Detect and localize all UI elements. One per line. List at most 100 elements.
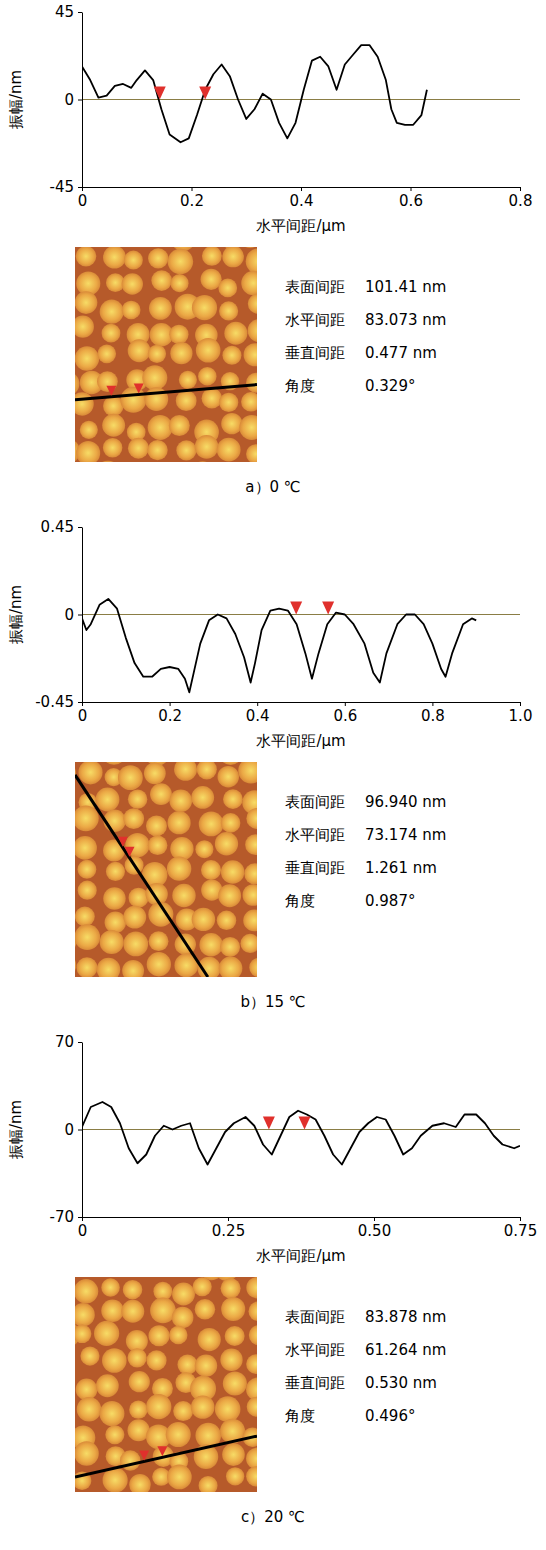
afm-grain (105, 1425, 124, 1444)
y-axis-title: 振幅/nm (7, 70, 25, 129)
y-tick-label: 0 (64, 606, 74, 624)
afm-grain (129, 888, 149, 908)
afm-grain (128, 339, 151, 362)
afm-grain (193, 461, 213, 462)
figure-svg: 00.20.40.60.8-45045振幅/nm水平间距/μm表面间距101.4… (0, 0, 546, 1550)
x-tick: 1.0 (509, 702, 533, 725)
y-axis-line (82, 1043, 83, 1218)
afm-grain (146, 815, 167, 836)
cursor-marker (263, 1117, 275, 1130)
x-tick-label: 0.6 (333, 707, 357, 725)
afm-grain (150, 1298, 176, 1324)
measurement-value: 0.496° (365, 1407, 415, 1425)
afm-grain (102, 762, 126, 765)
afm-grain (100, 930, 124, 954)
afm-grain (249, 958, 257, 977)
x-tick: 0.8 (509, 187, 533, 210)
afm-grain (248, 294, 257, 314)
afm-grain (167, 811, 190, 834)
afm-grain (129, 1371, 150, 1392)
x-tick: 0.6 (333, 702, 357, 725)
afm-grain (172, 1307, 194, 1329)
measurement-label: 垂直间距 (285, 859, 345, 877)
measurement-label: 表面间距 (285, 1308, 345, 1326)
afm-grain (247, 1397, 257, 1417)
x-tick: 0 (78, 1217, 88, 1240)
profile-line (82, 45, 427, 142)
scan-line (75, 775, 208, 977)
y-tick-mark (78, 187, 82, 188)
afm-grain (123, 808, 144, 829)
afm-grain (151, 270, 172, 291)
scan-marker (106, 386, 116, 396)
measurement-value: 0.530 nm (365, 1374, 437, 1392)
afm-grain (199, 1476, 218, 1492)
afm-grain (103, 887, 125, 909)
afm-grain (75, 906, 95, 926)
x-tick: 0.2 (158, 702, 182, 725)
y-tick-mark (78, 702, 82, 703)
measurement-label: 角度 (285, 892, 315, 910)
afm-grain (249, 1325, 257, 1345)
afm-grain (75, 1441, 99, 1466)
afm-grain (123, 932, 148, 957)
afm-grain (199, 933, 222, 956)
afm-grain (123, 906, 146, 929)
x-tick-mark (82, 187, 83, 191)
measurement-label: 水平间距 (285, 1341, 345, 1359)
afm-grain (176, 440, 196, 460)
y-tick-mark (78, 1130, 82, 1131)
scan-line (75, 1436, 257, 1477)
afm-grain (106, 862, 125, 881)
afm-grain (246, 1354, 257, 1374)
y-tick-mark (78, 1042, 82, 1043)
afm-grain (217, 911, 237, 931)
y-tick-label: 0 (64, 1121, 74, 1139)
afm-grain (220, 762, 242, 765)
afm-grain (95, 461, 121, 462)
y-tick-label: 70 (55, 1033, 74, 1051)
afm-grain (222, 346, 241, 365)
afm-grain (129, 1474, 151, 1492)
afm-grain (142, 365, 167, 390)
afm-grain (243, 909, 257, 931)
scan-marker (139, 1450, 149, 1460)
x-tick-label: 0.8 (509, 192, 533, 210)
afm-grain (219, 393, 238, 412)
afm-grain (102, 1348, 127, 1373)
afm-grain (148, 1325, 169, 1346)
x-tick-label: 0 (78, 1222, 88, 1240)
afm-background (75, 1277, 257, 1492)
afm-grain (215, 832, 238, 855)
afm-grain (75, 762, 76, 785)
y-tick-mark (78, 615, 82, 616)
x-tick-mark (301, 187, 302, 191)
y-axis-title: 振幅/nm (7, 585, 25, 644)
afm-grain (221, 413, 242, 434)
x-tick-mark (228, 1217, 229, 1221)
x-tick-mark (411, 187, 412, 191)
measurement-value: 83.073 nm (365, 311, 446, 329)
afm-grain (245, 834, 257, 855)
measurement-value: 0.329° (365, 377, 415, 395)
afm-grain (94, 1321, 119, 1346)
afm-grain (217, 438, 241, 462)
measurement-label: 角度 (285, 377, 315, 395)
measurement-label: 表面间距 (285, 793, 345, 811)
afm-grain (170, 274, 188, 292)
afm-grain (192, 295, 217, 320)
afm-grain (218, 884, 241, 907)
afm-grain (99, 1401, 124, 1426)
afm-grain (240, 934, 257, 953)
afm-grain (222, 1443, 245, 1466)
afm-grain (221, 1278, 241, 1298)
afm-grain (102, 414, 125, 437)
afm-grain (196, 338, 221, 363)
y-tick: -70 (50, 1208, 83, 1226)
x-tick-mark (257, 702, 258, 706)
measurement-label: 水平间距 (285, 826, 345, 844)
afm-grain (244, 343, 257, 366)
y-tick: 0 (64, 91, 82, 109)
afm-grain (76, 1379, 98, 1401)
panel-caption: a）0 ℃ (245, 478, 300, 496)
